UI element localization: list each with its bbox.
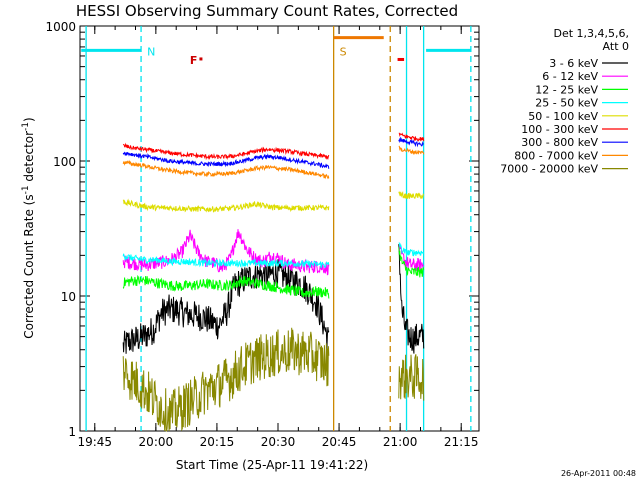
plot-frame bbox=[79, 25, 480, 432]
x-tick-label-1: 20:00 bbox=[139, 435, 174, 449]
y-axis-label-mid: detector bbox=[22, 131, 36, 186]
series-line-7-1 bbox=[398, 145, 425, 156]
x-tick-label-2: 20:15 bbox=[200, 435, 235, 449]
series-line-0-1 bbox=[398, 244, 425, 354]
series-line-3-0 bbox=[122, 253, 330, 269]
series-6 bbox=[122, 136, 424, 169]
flare-dot-0 bbox=[199, 57, 203, 61]
x-axis-label: Start Time (25-Apr-11 19:41:22) bbox=[176, 458, 368, 472]
x-tick-label-4: 20:45 bbox=[322, 435, 357, 449]
y-tick-label-0: 1 bbox=[68, 425, 76, 439]
y-tick-label-2: 100 bbox=[53, 155, 76, 169]
y-axis-label-close: ) bbox=[22, 117, 36, 122]
legend-label-4: 50 - 100 keV bbox=[528, 110, 598, 123]
x-tick-label-0: 19:45 bbox=[77, 435, 112, 449]
series-line-5-0 bbox=[122, 142, 330, 161]
series-3 bbox=[122, 242, 425, 269]
y-axis-label: Corrected Count Rate (s-1 detector-1) bbox=[21, 117, 36, 338]
series-7 bbox=[122, 145, 425, 180]
legend-label-0: 3 - 6 keV bbox=[549, 57, 598, 70]
legend-label-5: 100 - 300 keV bbox=[521, 123, 598, 136]
series-2 bbox=[122, 247, 425, 299]
series-5 bbox=[122, 132, 425, 161]
series-line-2-0 bbox=[122, 274, 330, 299]
series-line-5-1 bbox=[398, 132, 425, 142]
legend-label-1: 6 - 12 keV bbox=[542, 70, 598, 83]
flare-marker-F: F bbox=[190, 54, 198, 67]
y-axis-label-main: Corrected Count Rate (s bbox=[22, 194, 36, 338]
legend-header-line-2: Att 0 bbox=[603, 40, 629, 53]
legend-label-2: 12 - 25 keV bbox=[535, 83, 598, 96]
series-line-4-0 bbox=[122, 198, 330, 213]
series-line-2-1 bbox=[398, 247, 425, 278]
series-line-6-1 bbox=[398, 136, 424, 148]
series-line-8-0 bbox=[122, 327, 330, 432]
plot-area: 1 10 100 1000 19:45 20:00 20:15 20:30 20:45 21:00… bbox=[45, 20, 480, 449]
legend-label-6: 300 - 800 keV bbox=[521, 136, 598, 149]
y-tick-label-1: 10 bbox=[61, 290, 76, 304]
y-axis-label-sup1: -1 bbox=[21, 185, 31, 194]
x-tick-label-3: 20:30 bbox=[261, 435, 296, 449]
marker-N: N bbox=[147, 45, 155, 58]
x-tick-label-5: 21:00 bbox=[383, 435, 418, 449]
legend-label-8: 7000 - 20000 keV bbox=[500, 163, 598, 176]
chart-title: HESSI Observing Summary Count Rates, Cor… bbox=[76, 2, 458, 20]
series-line-3-1 bbox=[398, 242, 425, 257]
footer-date: 26-Apr-2011 00:48 bbox=[561, 469, 636, 478]
series-line-1-1 bbox=[398, 244, 425, 272]
x-tick-label-6: 21:15 bbox=[444, 435, 479, 449]
marker-S: S bbox=[340, 45, 347, 58]
series-line-6-0 bbox=[122, 151, 330, 169]
y-tick-label-3: 1000 bbox=[45, 20, 76, 34]
y-axis-label-sup2: -1 bbox=[21, 122, 31, 131]
series-line-8-1 bbox=[398, 354, 425, 401]
legend-header-line-1: Det 1,3,4,5,6, bbox=[553, 27, 629, 40]
legend-label-3: 25 - 50 keV bbox=[535, 97, 598, 110]
series-4 bbox=[122, 191, 424, 213]
legend-label-7: 800 - 7000 keV bbox=[514, 149, 598, 162]
series-line-1-0 bbox=[122, 229, 330, 276]
series-line-7-0 bbox=[122, 159, 330, 180]
series-8 bbox=[122, 327, 425, 432]
series-line-4-1 bbox=[398, 191, 424, 200]
